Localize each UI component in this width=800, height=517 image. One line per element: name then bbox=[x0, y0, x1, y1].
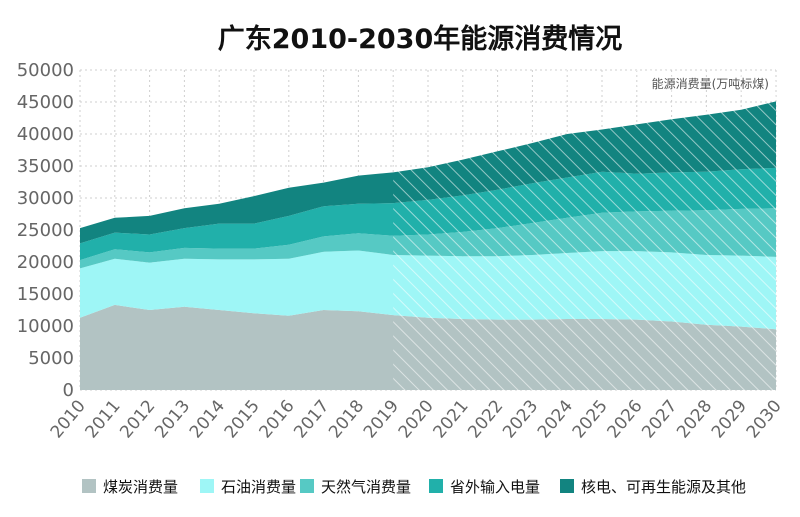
forecast-hatch-overlay bbox=[393, 70, 776, 390]
y-tick-label: 15000 bbox=[17, 284, 74, 305]
legend-swatch bbox=[82, 479, 96, 493]
y-tick-label: 30000 bbox=[17, 188, 74, 209]
legend-swatch bbox=[429, 479, 443, 493]
x-tick-label: 2018 bbox=[325, 396, 368, 442]
legend-swatch bbox=[300, 479, 314, 493]
x-tick-label: 2022 bbox=[464, 396, 507, 442]
x-tick-label: 2023 bbox=[499, 396, 542, 442]
x-tick-label: 2020 bbox=[395, 396, 438, 442]
legend: 煤炭消费量 石油消费量 天然气消费量 省外输入电量 核电、可再生能源及其他 bbox=[82, 478, 746, 496]
y-tick-label: 5000 bbox=[28, 348, 74, 369]
unit-label: 能源消费量(万吨标煤) bbox=[652, 77, 769, 91]
y-tick-label: 0 bbox=[63, 380, 74, 401]
x-tick-label: 2017 bbox=[290, 396, 333, 442]
legend-swatch bbox=[200, 479, 214, 493]
y-axis: 0 5000 10000 15000 20000 25000 30000 35000 40000… bbox=[17, 60, 74, 401]
y-tick-label: 40000 bbox=[17, 124, 74, 145]
x-tick-label: 2012 bbox=[116, 396, 159, 442]
legend-label: 天然气消费量 bbox=[321, 478, 411, 496]
x-tick-label: 2014 bbox=[186, 396, 229, 442]
x-tick-label: 2011 bbox=[81, 396, 124, 442]
x-tick-label: 2019 bbox=[360, 396, 403, 442]
legend-label: 核电、可再生能源及其他 bbox=[581, 478, 746, 496]
y-tick-label: 45000 bbox=[17, 92, 74, 113]
chart-title: 广东2010-2030年能源消费情况 bbox=[218, 23, 623, 55]
x-tick-label: 2025 bbox=[569, 396, 612, 442]
y-tick-label: 50000 bbox=[17, 60, 74, 81]
y-tick-label: 10000 bbox=[17, 316, 74, 337]
x-tick-label: 2021 bbox=[429, 396, 472, 442]
x-tick-label: 2016 bbox=[255, 396, 298, 442]
x-tick-label: 2024 bbox=[534, 396, 577, 442]
x-tick-label: 2030 bbox=[743, 396, 786, 442]
x-tick-label: 2015 bbox=[221, 396, 264, 442]
x-tick-label: 2029 bbox=[708, 396, 751, 442]
y-tick-label: 20000 bbox=[17, 252, 74, 273]
legend-label: 煤炭消费量 bbox=[103, 478, 178, 496]
legend-label: 省外输入电量 bbox=[450, 478, 540, 496]
legend-label: 石油消费量 bbox=[221, 478, 296, 496]
x-axis: 2010201120122013201420152016201720182019… bbox=[47, 396, 786, 442]
x-tick-label: 2027 bbox=[638, 396, 681, 442]
x-tick-label: 2013 bbox=[151, 396, 194, 442]
x-tick-label: 2010 bbox=[47, 396, 90, 442]
x-tick-label: 2028 bbox=[673, 396, 716, 442]
y-tick-label: 25000 bbox=[17, 220, 74, 241]
y-tick-label: 35000 bbox=[17, 156, 74, 177]
x-tick-label: 2026 bbox=[603, 396, 646, 442]
legend-swatch bbox=[560, 479, 574, 493]
